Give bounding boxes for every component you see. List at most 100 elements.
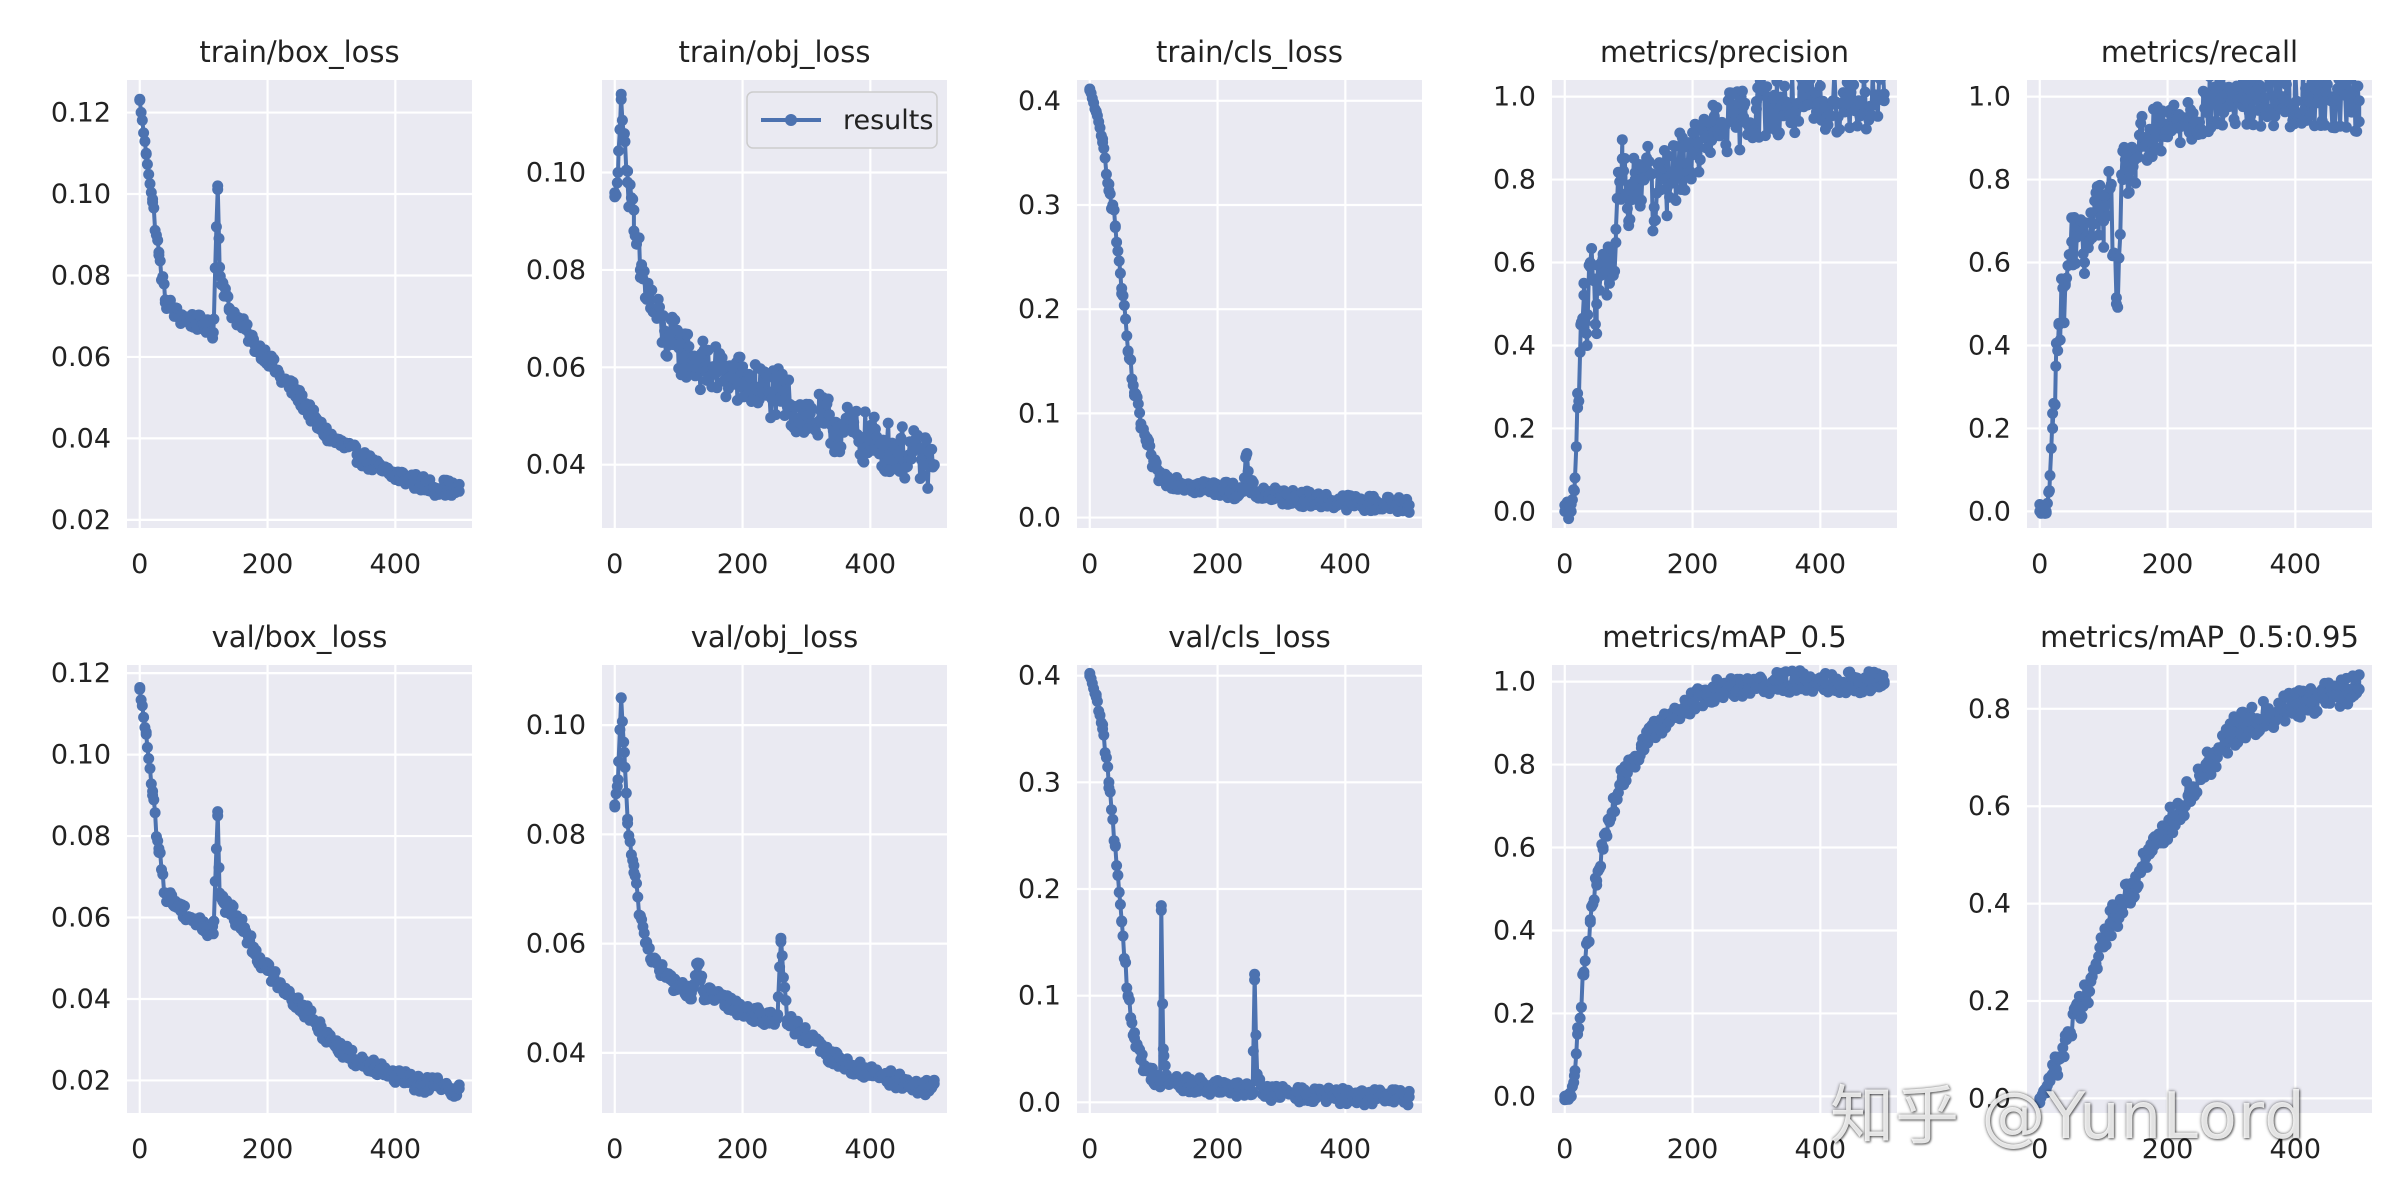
data-point: [1575, 1001, 1587, 1013]
data-point: [1878, 676, 1890, 688]
data-point: [1591, 875, 1603, 887]
data-point: [213, 862, 225, 874]
data-point: [1704, 147, 1716, 158]
x-tick-label: 0: [2031, 549, 2048, 580]
series-results: [134, 93, 465, 501]
x-tick-label: 200: [242, 1134, 294, 1165]
data-point: [1573, 1022, 1585, 1034]
data-point: [2128, 891, 2140, 903]
data-point: [1100, 168, 1112, 180]
data-point: [207, 327, 219, 338]
x-tick-label: 200: [2142, 549, 2194, 580]
series-results: [134, 682, 465, 1102]
y-tick-label: 0.10: [526, 710, 586, 741]
data-point: [2091, 963, 2103, 975]
data-point: [1247, 477, 1259, 488]
data-point: [2079, 268, 2090, 279]
y-tick-label: 0.0: [1968, 1083, 2011, 1114]
data-point: [2191, 786, 2203, 798]
legend-marker-icon: [785, 114, 797, 126]
data-point: [1619, 153, 1631, 164]
y-tick-label: 0.4: [1018, 661, 1061, 692]
data-point: [1120, 313, 1132, 325]
data-point: [2058, 317, 2070, 329]
data-point: [2105, 178, 2117, 190]
x-tick-label: 400: [1320, 549, 1372, 580]
panel-val-box-loss: 0 200 400 0.02 0.04 0.06 0.08 0.10 0.12 val/box_l…: [51, 620, 472, 1165]
series-results: [2034, 669, 2365, 1109]
data-point: [2330, 94, 2342, 106]
data-point: [2043, 485, 2055, 497]
data-point: [144, 178, 156, 190]
x-tick-label: 0: [2031, 1134, 2048, 1165]
data-point: [2132, 880, 2144, 892]
data-point: [1158, 1050, 1170, 1062]
data-point: [779, 981, 791, 993]
data-point: [1586, 243, 1598, 254]
data-point: [1570, 1048, 1582, 1060]
data-point: [268, 353, 280, 365]
data-point: [1624, 213, 1636, 225]
data-point: [453, 1083, 465, 1095]
y-tick-label: 0.06: [526, 929, 586, 960]
data-point: [1109, 840, 1121, 852]
data-point: [2084, 985, 2096, 997]
data-point: [1113, 255, 1125, 267]
data-point: [783, 374, 795, 386]
data-point: [1104, 786, 1116, 798]
x-tick-label: 400: [370, 549, 422, 580]
y-tick-label: 0.1: [1018, 981, 1061, 1012]
data-point: [1643, 156, 1655, 167]
data-point: [627, 193, 639, 205]
data-point: [1113, 886, 1125, 898]
data-point: [1249, 968, 1261, 980]
data-point: [1750, 103, 1762, 115]
chart-title: train/obj_loss: [679, 35, 871, 69]
data-point: [2112, 301, 2124, 313]
data-point: [210, 843, 222, 855]
x-tick-label: 200: [1667, 1134, 1719, 1165]
data-point: [1653, 157, 1665, 169]
data-point: [2347, 102, 2359, 114]
data-point: [1159, 1060, 1171, 1072]
chart-title: train/box_loss: [199, 35, 399, 69]
data-point: [2093, 951, 2105, 962]
panel-val-cls-loss: 0 200 400 0.0 0.1 0.2 0.3 0.4 val/cls_loss: [1018, 620, 1422, 1165]
data-point: [1685, 173, 1697, 185]
y-tick-label: 0.1: [1018, 398, 1061, 429]
y-tick-label: 0.2: [1493, 413, 1536, 444]
data-point: [734, 351, 746, 363]
data-point: [806, 402, 818, 414]
data-point: [1616, 134, 1628, 146]
panel-train-cls-loss: 0 200 400 0.0 0.1 0.2 0.3 0.4 train/cls_loss: [1018, 35, 1422, 580]
data-point: [2205, 80, 2214, 82]
y-tick-label: 0.8: [1493, 750, 1536, 781]
data-point: [792, 1015, 803, 1027]
data-point: [777, 972, 789, 983]
data-point: [1111, 860, 1123, 872]
data-point: [615, 94, 627, 105]
y-tick-label: 0.0: [1018, 503, 1061, 534]
data-point: [2351, 125, 2363, 137]
data-point: [208, 915, 220, 927]
data-point: [1588, 894, 1600, 906]
y-tick-label: 0.3: [1018, 767, 1061, 798]
data-point: [214, 261, 226, 273]
data-point: [2093, 229, 2105, 241]
y-tick-label: 0.0: [1018, 1087, 1061, 1118]
data-point: [1601, 830, 1613, 842]
data-point: [2076, 1010, 2088, 1022]
data-point: [141, 741, 153, 753]
chart-title: val/cls_loss: [1168, 620, 1330, 654]
data-point: [1871, 95, 1883, 107]
y-tick-label: 0.12: [51, 658, 111, 689]
data-point: [2349, 67, 2360, 78]
x-tick-label: 0: [606, 1134, 623, 1165]
data-point: [1694, 154, 1706, 166]
data-point: [1099, 152, 1111, 164]
data-point: [780, 995, 792, 1006]
data-point: [2318, 64, 2329, 75]
data-point: [2342, 80, 2354, 86]
y-tick-label: 0.0: [1493, 496, 1536, 527]
panel-metrics-map-0-5-0-95: 0 200 400 0.0 0.2 0.4 0.6 0.8 metrics/mAP_0.5:0.…: [1968, 620, 2372, 1165]
